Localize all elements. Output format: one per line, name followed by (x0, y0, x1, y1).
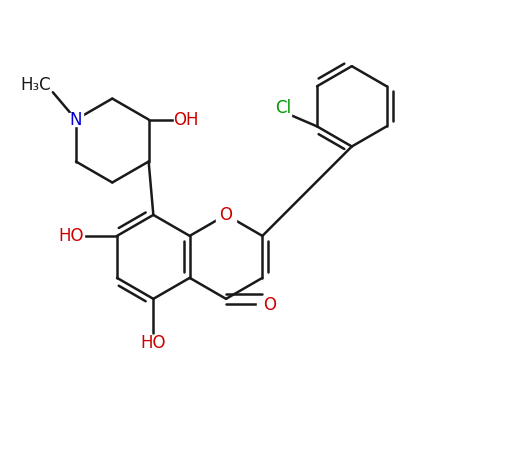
Bar (273, 103, 291, 116)
Text: Cl: Cl (275, 100, 291, 118)
Text: O: O (264, 296, 276, 314)
Text: O: O (220, 206, 232, 224)
Bar (216, 208, 237, 222)
Text: HO: HO (58, 227, 84, 245)
Bar (257, 297, 275, 310)
Bar (69, 113, 83, 126)
Bar (142, 336, 164, 349)
Text: N: N (70, 111, 82, 129)
Text: OH: OH (173, 111, 199, 129)
Text: H₃C: H₃C (20, 77, 51, 95)
Bar (59, 230, 84, 242)
Bar (174, 113, 196, 126)
Text: HO: HO (141, 334, 166, 353)
